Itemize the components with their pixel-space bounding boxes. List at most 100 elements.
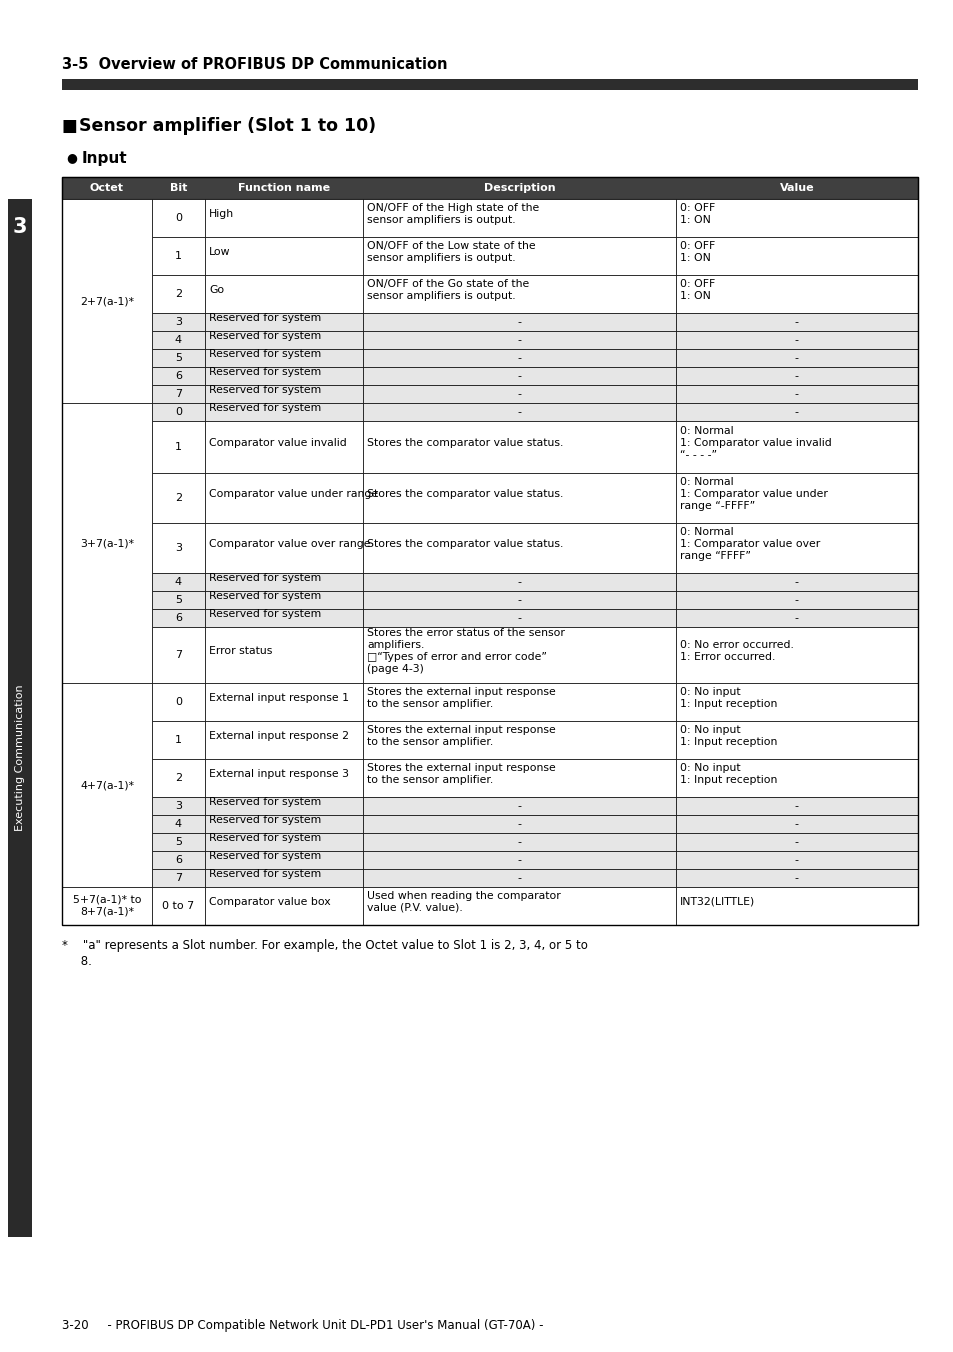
Bar [205, 274, 363, 314]
Bar [675, 796, 917, 815]
Bar [675, 420, 917, 473]
Text: to the sensor amplifier.: to the sensor amplifier. [367, 699, 493, 708]
Text: (page 4-3): (page 4-3) [367, 664, 424, 673]
Text: Reserved for system: Reserved for system [209, 591, 321, 600]
Bar [152, 683, 205, 721]
Bar [205, 573, 363, 591]
Bar [152, 815, 205, 833]
Text: Comparator value over range: Comparator value over range [209, 538, 370, 549]
Text: Sensor amplifier (Slot 1 to 10): Sensor amplifier (Slot 1 to 10) [79, 118, 375, 135]
Text: 2+7(a-1)*: 2+7(a-1)* [80, 296, 133, 306]
Text: -: - [794, 595, 798, 604]
Bar [675, 758, 917, 796]
Bar [152, 796, 205, 815]
Text: Bit: Bit [170, 183, 187, 193]
Text: External input response 2: External input response 2 [209, 731, 349, 741]
Text: -: - [794, 389, 798, 399]
Text: Description: Description [483, 183, 555, 193]
Text: 1: ON: 1: ON [679, 215, 710, 224]
Text: -: - [517, 854, 521, 865]
Bar [363, 627, 675, 683]
Bar [205, 850, 363, 869]
Text: Reserved for system: Reserved for system [209, 869, 321, 879]
Text: -: - [517, 873, 521, 883]
Text: Low: Low [209, 247, 231, 257]
Bar [363, 591, 675, 608]
Bar [363, 573, 675, 591]
Bar [152, 573, 205, 591]
Text: -: - [517, 612, 521, 623]
Text: Stores the comparator value status.: Stores the comparator value status. [367, 538, 563, 549]
Text: 3: 3 [174, 316, 182, 327]
Text: -: - [794, 335, 798, 345]
Text: Comparator value box: Comparator value box [209, 896, 331, 907]
Bar [363, 683, 675, 721]
Text: 8+7(a-1)*: 8+7(a-1)* [80, 907, 133, 917]
Bar [152, 314, 205, 331]
Text: □“Types of error and error code”: □“Types of error and error code” [367, 652, 547, 662]
Text: 0: Normal: 0: Normal [679, 527, 733, 537]
Bar [675, 385, 917, 403]
Text: Reserved for system: Reserved for system [209, 403, 321, 412]
Text: 3: 3 [174, 800, 182, 811]
Text: 3-5  Overview of PROFIBUS DP Communication: 3-5 Overview of PROFIBUS DP Communicatio… [62, 57, 447, 72]
Bar [152, 403, 205, 420]
Text: External input response 1: External input response 1 [209, 692, 349, 703]
Text: -: - [794, 353, 798, 362]
Bar [363, 815, 675, 833]
Text: Executing Communication: Executing Communication [15, 684, 25, 831]
Bar [675, 850, 917, 869]
Bar [152, 349, 205, 366]
Text: 0: 0 [174, 698, 182, 707]
Text: Stores the comparator value status.: Stores the comparator value status. [367, 438, 563, 448]
Text: 4: 4 [174, 577, 182, 587]
Bar [363, 473, 675, 523]
Text: 5+7(a-1)* to: 5+7(a-1)* to [72, 895, 141, 904]
Bar [675, 721, 917, 758]
Text: -: - [794, 854, 798, 865]
Text: Comparator value invalid: Comparator value invalid [209, 438, 346, 448]
Text: -: - [794, 407, 798, 416]
Bar [363, 349, 675, 366]
Text: 0: Normal: 0: Normal [679, 477, 733, 487]
Bar [152, 758, 205, 796]
Text: value (P.V. value).: value (P.V. value). [367, 903, 462, 913]
Bar [152, 473, 205, 523]
Bar [675, 887, 917, 925]
Bar [205, 815, 363, 833]
Text: 1: Comparator value over: 1: Comparator value over [679, 538, 820, 549]
Bar [675, 608, 917, 627]
Bar [363, 331, 675, 349]
Text: 3: 3 [12, 218, 28, 237]
Text: 0: Normal: 0: Normal [679, 426, 733, 435]
Text: -: - [517, 353, 521, 362]
Text: “- - - -”: “- - - -” [679, 450, 716, 460]
Bar [152, 331, 205, 349]
Text: range “FFFF”: range “FFFF” [679, 550, 750, 561]
Text: 0: No error occurred.: 0: No error occurred. [679, 639, 793, 650]
Bar [62, 78, 917, 91]
Bar [205, 608, 363, 627]
Bar [152, 274, 205, 314]
Bar [363, 385, 675, 403]
Bar [205, 523, 363, 573]
Bar [62, 177, 917, 925]
Text: ●: ● [66, 151, 77, 164]
Text: 1: Comparator value invalid: 1: Comparator value invalid [679, 438, 831, 448]
Text: -: - [517, 819, 521, 829]
Text: 1: Input reception: 1: Input reception [679, 699, 777, 708]
Text: 1: Input reception: 1: Input reception [679, 737, 777, 746]
Bar [675, 869, 917, 887]
Bar [152, 869, 205, 887]
Bar [205, 887, 363, 925]
Text: Reserved for system: Reserved for system [209, 366, 321, 377]
Text: -: - [794, 612, 798, 623]
Bar [363, 420, 675, 473]
Text: Reserved for system: Reserved for system [209, 796, 321, 807]
Text: *    "a" represents a Slot number. For example, the Octet value to Slot 1 is 2, : * "a" represents a Slot number. For exam… [62, 940, 587, 952]
Bar [205, 331, 363, 349]
Bar [205, 366, 363, 385]
Text: Reserved for system: Reserved for system [209, 385, 321, 395]
Bar [675, 403, 917, 420]
Bar [205, 473, 363, 523]
